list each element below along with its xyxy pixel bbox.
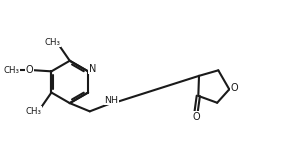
Text: N: N xyxy=(89,64,96,74)
Text: O: O xyxy=(193,112,200,122)
Text: CH₃: CH₃ xyxy=(3,66,20,75)
Text: CH₃: CH₃ xyxy=(44,38,60,47)
Text: NH: NH xyxy=(104,96,119,105)
Text: O: O xyxy=(230,83,238,93)
Text: O: O xyxy=(25,65,33,75)
Text: CH₃: CH₃ xyxy=(26,107,42,115)
